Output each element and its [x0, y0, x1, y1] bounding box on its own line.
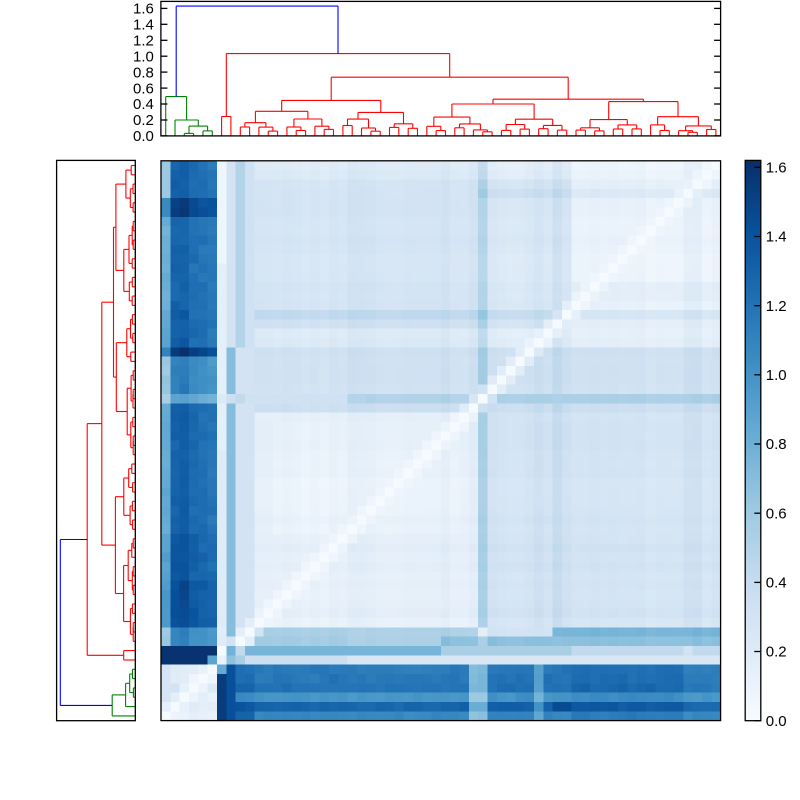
svg-text:1.4: 1.4 — [133, 17, 154, 34]
svg-text:1.6: 1.6 — [766, 160, 787, 177]
svg-text:0.4: 0.4 — [133, 96, 154, 113]
svg-text:0.6: 0.6 — [766, 505, 787, 522]
svg-text:0.0: 0.0 — [133, 128, 154, 145]
svg-text:1.2: 1.2 — [766, 298, 787, 315]
svg-text:1.6: 1.6 — [133, 1, 154, 18]
svg-text:0.4: 0.4 — [766, 575, 787, 592]
svg-text:0.2: 0.2 — [766, 644, 787, 661]
svg-text:1.2: 1.2 — [133, 33, 154, 50]
svg-text:0.0: 0.0 — [766, 713, 787, 730]
svg-text:1.4: 1.4 — [766, 229, 787, 246]
svg-text:0.2: 0.2 — [133, 112, 154, 129]
svg-text:0.6: 0.6 — [133, 80, 154, 97]
svg-text:0.8: 0.8 — [766, 436, 787, 453]
svg-text:1.0: 1.0 — [133, 48, 154, 65]
svg-text:1.0: 1.0 — [766, 367, 787, 384]
svg-text:0.8: 0.8 — [133, 64, 154, 81]
